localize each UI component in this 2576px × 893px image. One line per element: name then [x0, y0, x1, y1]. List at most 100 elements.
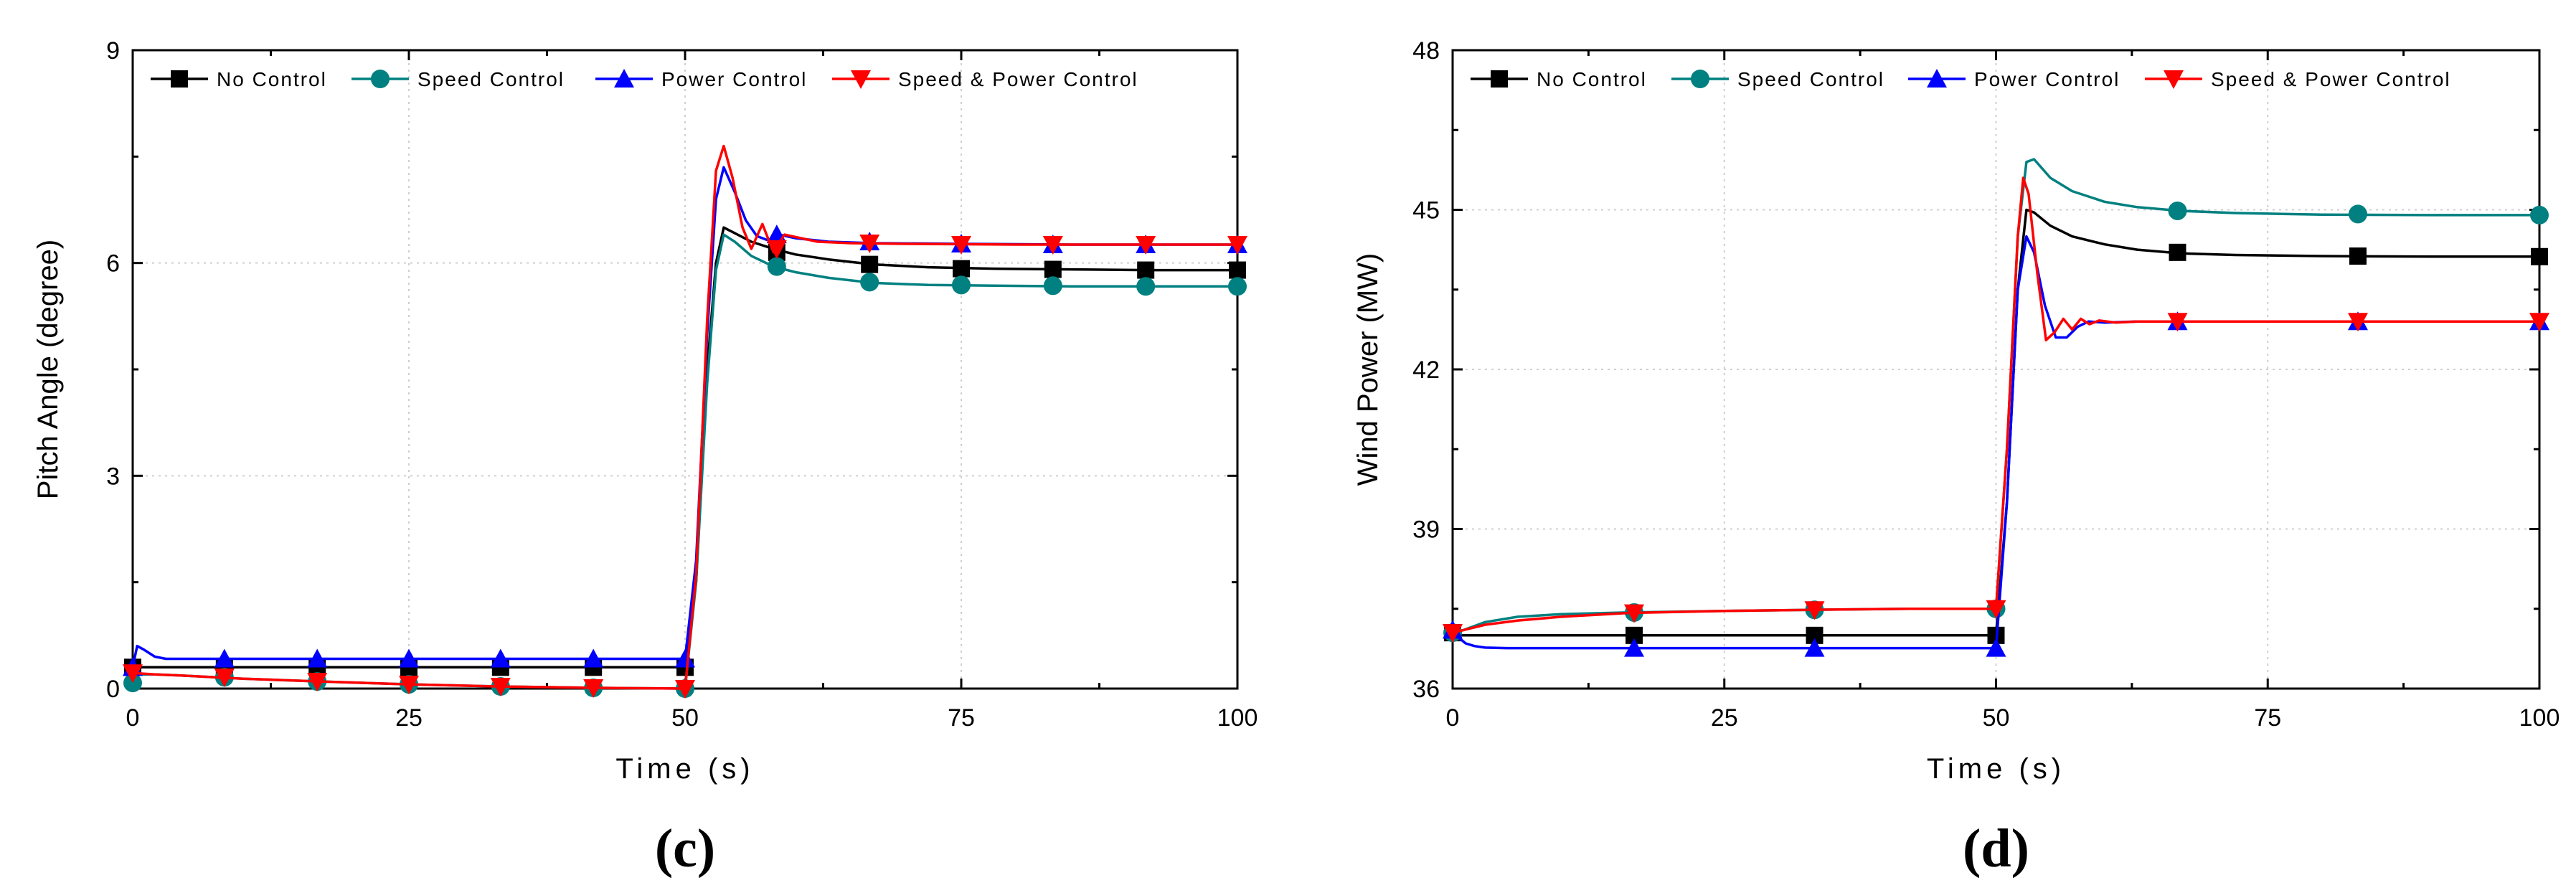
x-axis-label: Time (s) — [615, 753, 754, 785]
legend: No Control Speed Control Power Control S… — [151, 68, 1138, 90]
data-point-speed-power-control — [1804, 601, 1825, 620]
data-point-no-control — [1044, 260, 1062, 278]
y-tick-label: 6 — [106, 250, 120, 278]
data-point-speed-control — [1136, 277, 1156, 296]
x-tick-label: 25 — [395, 704, 423, 732]
legend-label-speed-power-control: Speed & Power Control — [2211, 68, 2451, 90]
x-axis-label: Time (s) — [1927, 753, 2065, 785]
data-point-power-control — [1804, 638, 1825, 657]
legend-swatch-no-control — [151, 70, 208, 88]
data-point-speed-power-control — [675, 680, 695, 699]
y-tick-label: 48 — [1412, 37, 1440, 65]
legend-swatch-power-control — [1908, 69, 1966, 88]
panel-label: (c) — [655, 818, 715, 879]
data-point-speed-power-control — [859, 234, 880, 253]
data-point-speed-power-control — [1227, 235, 1247, 255]
legend-item-speed-power-control: Speed & Power Control — [2145, 68, 2451, 90]
data-point-no-control — [2349, 247, 2367, 265]
x-tick-label: 75 — [2254, 704, 2281, 732]
data-point-no-control — [1137, 261, 1155, 279]
legend-marker — [2164, 70, 2184, 89]
data-point-power-control — [490, 648, 511, 668]
legend-marker — [371, 70, 390, 88]
data-point-power-control — [675, 648, 695, 668]
axis-ticks: 0 25 50 75 100 36 39 42 45 48 — [1412, 37, 2560, 732]
legend-swatch-power-control — [595, 69, 653, 88]
data-point-speed-power-control — [951, 235, 971, 255]
legend-label-no-control: No Control — [217, 68, 327, 90]
data-point-speed-power-control — [583, 679, 604, 699]
legend-item-speed-control: Speed Control — [1671, 68, 1883, 90]
legend-label-power-control: Power Control — [1974, 68, 2120, 90]
y-tick-label: 42 — [1412, 356, 1440, 384]
legend-marker — [1927, 69, 1947, 88]
legend-marker — [851, 70, 871, 89]
legend-item-speed-control: Speed Control — [352, 68, 565, 90]
legend-label-no-control: No Control — [1537, 68, 1647, 90]
legend-item-no-control: No Control — [1471, 68, 1647, 90]
y-axis-label: Pitch Angle (degree) — [32, 240, 64, 499]
x-tick-label: 50 — [1983, 704, 2010, 732]
legend-swatch-no-control — [1471, 70, 1528, 88]
data-point-speed-power-control — [2347, 313, 2368, 332]
data-point-speed-power-control — [1443, 624, 1463, 643]
y-tick-label: 45 — [1412, 197, 1440, 225]
data-point-no-control — [861, 255, 879, 273]
x-tick-label: 0 — [1446, 704, 1460, 732]
y-tick-label: 36 — [1412, 676, 1440, 703]
legend-swatch-speed-control — [1671, 70, 1729, 88]
data-point-no-control — [2169, 243, 2186, 261]
chart-wind-power: 0 25 50 75 100 36 39 42 45 48 No Control Speed Co… — [1352, 37, 2560, 879]
data-point-no-control — [1229, 261, 1246, 279]
data-point-speed-control — [767, 257, 786, 276]
legend-marker — [1491, 70, 1508, 88]
legend-marker — [171, 70, 188, 88]
x-tick-label: 0 — [126, 704, 140, 732]
data-point-speed-control — [1043, 276, 1062, 296]
series-speed-power-control — [1443, 176, 2549, 643]
legend-swatch-speed-power-control — [2145, 70, 2202, 89]
legend-label-power-control: Power Control — [661, 68, 807, 90]
data-point-power-control — [583, 648, 604, 668]
legend-item-power-control: Power Control — [1908, 68, 2120, 90]
series-line-power-control — [131, 166, 1237, 668]
data-point-no-control — [2531, 247, 2548, 265]
legend-label-speed-control: Speed Control — [417, 68, 565, 90]
y-tick-label: 39 — [1412, 516, 1440, 544]
series-no-control — [1444, 208, 2548, 644]
legend-marker — [1691, 70, 1709, 88]
y-tick-label: 3 — [106, 463, 120, 490]
data-point-speed-power-control — [2529, 313, 2549, 332]
legend-item-speed-power-control: Speed & Power Control — [832, 68, 1138, 90]
legend-label-speed-power-control: Speed & Power Control — [898, 68, 1138, 90]
legend: No Control Speed Control Power Control S… — [1471, 68, 2451, 90]
legend-item-no-control: No Control — [151, 68, 327, 90]
y-tick-label: 0 — [106, 676, 120, 703]
chart-pitch-angle: 0 25 50 75 100 0 3 6 9 No Control Speed Control … — [32, 37, 1258, 879]
x-tick-label: 25 — [1711, 704, 1738, 732]
data-point-speed-power-control — [399, 676, 419, 695]
legend-marker — [614, 69, 634, 88]
series-speed-power-control — [123, 144, 1247, 699]
data-point-speed-control — [952, 275, 971, 295]
data-point-speed-power-control — [2167, 313, 2188, 332]
y-axis-label: Wind Power (MW) — [1352, 253, 1384, 486]
data-point-speed-power-control — [1624, 604, 1645, 623]
data-point-speed-power-control — [1136, 235, 1156, 255]
panel-label: (d) — [1963, 818, 2029, 879]
series-line-speed-power-control — [1452, 176, 2539, 634]
data-point-speed-control — [2530, 205, 2549, 225]
data-point-power-control — [399, 648, 419, 668]
legend-swatch-speed-power-control — [832, 70, 890, 89]
data-point-speed-control — [1228, 277, 1247, 296]
x-tick-label: 100 — [1217, 704, 1258, 732]
data-point-speed-control — [2168, 201, 2187, 220]
series-layer — [1443, 158, 2549, 657]
series-layer — [123, 144, 1247, 699]
data-point-no-control — [953, 260, 970, 278]
data-point-speed-power-control — [490, 678, 511, 697]
data-point-power-control — [1624, 638, 1645, 657]
legend-item-power-control: Power Control — [595, 68, 807, 90]
data-point-power-control — [307, 648, 328, 668]
data-point-power-control — [214, 648, 235, 668]
